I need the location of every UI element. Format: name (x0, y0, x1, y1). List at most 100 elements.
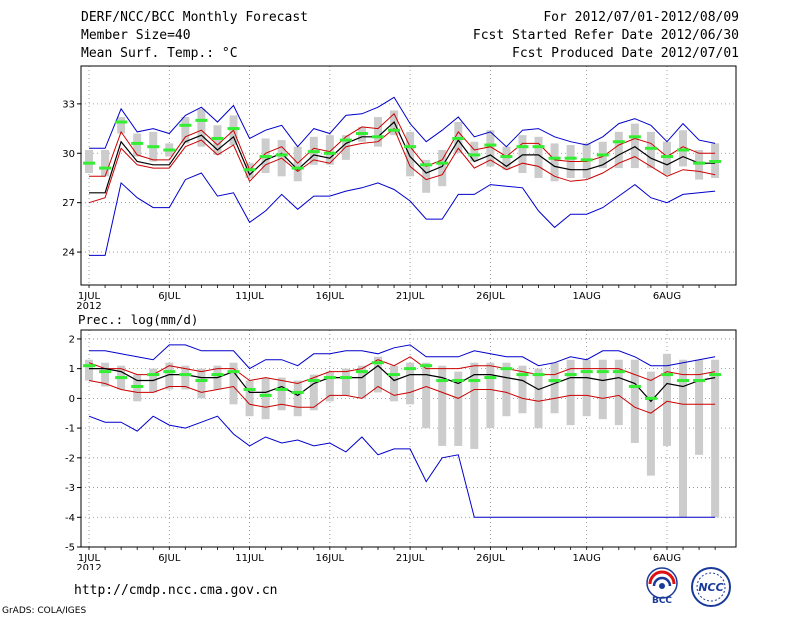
median-marker (227, 370, 240, 374)
ncc-logo-icon: NCC (691, 567, 731, 607)
spread-box (293, 146, 302, 182)
spread-box (646, 371, 655, 476)
x-tick-label: 1AUG (573, 291, 601, 302)
spread-box (550, 362, 559, 414)
median-marker (259, 393, 272, 397)
median-marker (99, 166, 112, 170)
median-marker (163, 148, 176, 152)
bcc-logo-text: BCC (652, 596, 672, 606)
spread-box (277, 377, 286, 411)
spread-box (213, 125, 222, 155)
series-line-upper (89, 112, 716, 177)
ncc-logo-text: NCC (698, 581, 723, 594)
median-marker (564, 373, 577, 377)
spread-box (534, 368, 543, 429)
x-tick-label: 26JUL (476, 553, 505, 564)
median-marker (436, 161, 449, 165)
spread-box (373, 356, 382, 393)
year-label: 2012 (76, 563, 101, 570)
y-tick-label: -2 (65, 453, 75, 464)
spread-box (117, 117, 126, 134)
spread-box (695, 359, 704, 455)
median-marker (693, 161, 706, 165)
produced-date: Fcst Produced Date 2012/07/01 (512, 46, 739, 61)
series-line-max (89, 96, 716, 149)
x-tick-label: 6JUL (158, 291, 181, 302)
median-marker (291, 390, 304, 394)
spread-box (133, 133, 142, 157)
chart-title: DERF/NCC/BCC Monthly Forecast (81, 10, 308, 25)
median-marker (323, 376, 336, 380)
x-tick-label: 16JUL (316, 553, 345, 564)
x-tick-label: 6AUG (653, 553, 681, 564)
member-size: Member Size=40 (81, 28, 191, 43)
median-marker (677, 148, 690, 152)
median-marker (580, 158, 593, 162)
spread-box (695, 149, 704, 180)
spread-box (679, 359, 688, 518)
y-tick-label: -3 (65, 483, 75, 494)
y-tick-label: -4 (65, 513, 75, 524)
median-marker (195, 118, 208, 122)
median-marker (195, 379, 208, 383)
median-marker (484, 143, 497, 147)
series-line-max (89, 344, 716, 370)
median-marker (323, 151, 336, 155)
median-marker (516, 373, 529, 377)
median-marker (596, 153, 609, 157)
median-marker (275, 387, 288, 391)
spread-box (646, 131, 655, 169)
x-tick-label: 1AUG (573, 553, 601, 564)
median-marker (644, 146, 657, 150)
spread-box (181, 365, 190, 390)
series-line-lower (88, 127, 716, 204)
spread-box (486, 362, 495, 429)
median-marker (484, 376, 497, 380)
spread-box (357, 365, 366, 399)
spread-box (566, 359, 575, 426)
y-tick-label: 2 (69, 334, 75, 345)
median-marker (644, 396, 657, 400)
x-tick-label: 1JUL (78, 291, 101, 302)
median-marker (99, 370, 112, 374)
x-tick-label: 1JUL (78, 553, 101, 564)
median-marker (291, 166, 304, 170)
x-tick-label: 21JUL (396, 291, 425, 302)
spread-box (422, 362, 431, 429)
y-tick-label: 30 (62, 149, 75, 160)
y-tick-label: 24 (62, 248, 75, 259)
plot-frame (80, 329, 737, 548)
median-marker (388, 373, 401, 377)
median-marker (404, 145, 417, 149)
axis-ylabel: Prec.: log(mm/d) (78, 312, 198, 327)
spread-box (293, 380, 302, 417)
y-tick-label: 33 (62, 99, 75, 110)
median-marker (452, 379, 465, 383)
median-marker (628, 135, 641, 139)
median-marker (404, 367, 417, 371)
spread-box (101, 149, 110, 177)
spread-box (325, 135, 334, 165)
forecast-period: For 2012/07/01-2012/08/09 (543, 10, 739, 25)
series-line-min (89, 172, 716, 256)
median-marker (436, 379, 449, 383)
plot-frame (80, 65, 737, 286)
spread-box (711, 359, 720, 518)
median-marker (147, 145, 160, 149)
median-marker (275, 153, 288, 157)
spread-box (582, 359, 591, 417)
median-marker (709, 160, 722, 164)
median-marker (131, 141, 144, 145)
x-tick-label: 6AUG (653, 291, 681, 302)
y-tick-label: 1 (69, 364, 75, 375)
footer-url[interactable]: http://cmdp.ncc.cma.gov.cn (74, 583, 278, 598)
median-marker (709, 373, 722, 377)
x-tick-label: 16JUL (316, 291, 345, 302)
median-marker (83, 161, 96, 165)
median-marker (612, 370, 625, 374)
median-marker (500, 155, 513, 159)
spread-box (325, 371, 334, 402)
spread-box (197, 368, 206, 399)
y-tick-label: 0 (69, 394, 75, 405)
series-line-lower (88, 380, 716, 414)
